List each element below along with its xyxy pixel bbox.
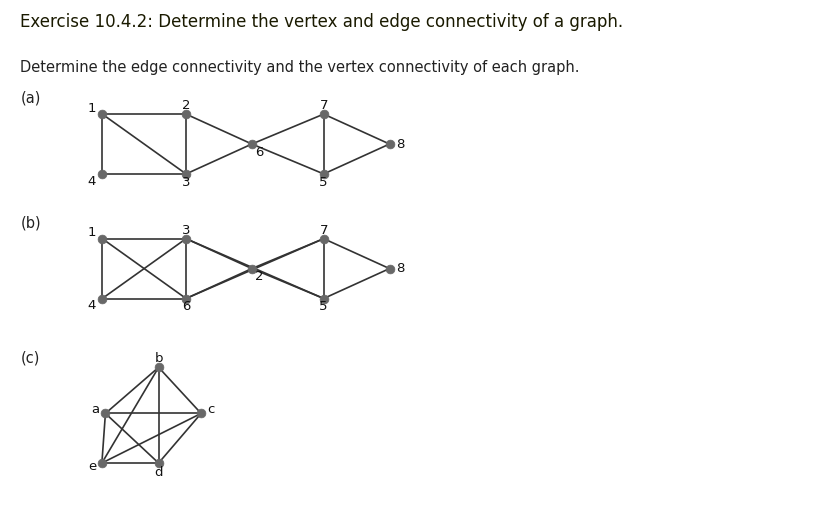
Point	[180, 110, 193, 118]
Point	[317, 110, 330, 118]
Text: 1: 1	[87, 102, 95, 115]
Point	[152, 459, 165, 467]
Point	[246, 140, 259, 148]
Text: d: d	[154, 467, 163, 480]
Text: 2: 2	[182, 99, 190, 112]
Point	[180, 235, 193, 243]
Text: 5: 5	[319, 176, 328, 189]
Text: b: b	[154, 352, 163, 365]
Point	[152, 363, 165, 372]
Point	[95, 294, 109, 303]
Point	[99, 409, 112, 418]
Text: 4: 4	[87, 174, 95, 188]
Point	[317, 170, 330, 178]
Text: 4: 4	[87, 299, 95, 312]
Point	[180, 294, 193, 303]
Point	[95, 459, 109, 467]
Point	[95, 170, 109, 178]
Point	[383, 140, 396, 148]
Text: a: a	[91, 403, 100, 416]
Text: 7: 7	[319, 224, 328, 237]
Point	[180, 170, 193, 178]
Point	[95, 110, 109, 118]
Text: 1: 1	[87, 226, 95, 239]
Text: 6: 6	[255, 146, 264, 159]
Text: (c): (c)	[20, 350, 40, 365]
Point	[317, 235, 330, 243]
Text: (b): (b)	[20, 215, 41, 230]
Point	[95, 235, 109, 243]
Text: 3: 3	[182, 224, 190, 237]
Text: 7: 7	[319, 99, 328, 112]
Text: 8: 8	[396, 262, 405, 275]
Point	[317, 294, 330, 303]
Text: e: e	[88, 460, 96, 473]
Text: 8: 8	[396, 138, 405, 151]
Point	[194, 409, 207, 418]
Text: 3: 3	[182, 176, 190, 189]
Text: (a): (a)	[20, 91, 41, 106]
Text: Exercise 10.4.2: Determine the vertex and edge connectivity of a graph.: Exercise 10.4.2: Determine the vertex an…	[20, 13, 623, 31]
Text: 5: 5	[319, 301, 328, 313]
Text: Determine the edge connectivity and the vertex connectivity of each graph.: Determine the edge connectivity and the …	[20, 60, 580, 75]
Point	[383, 265, 396, 273]
Text: c: c	[207, 403, 215, 416]
Text: 6: 6	[182, 301, 190, 313]
Point	[246, 265, 259, 273]
Text: 2: 2	[255, 270, 264, 283]
